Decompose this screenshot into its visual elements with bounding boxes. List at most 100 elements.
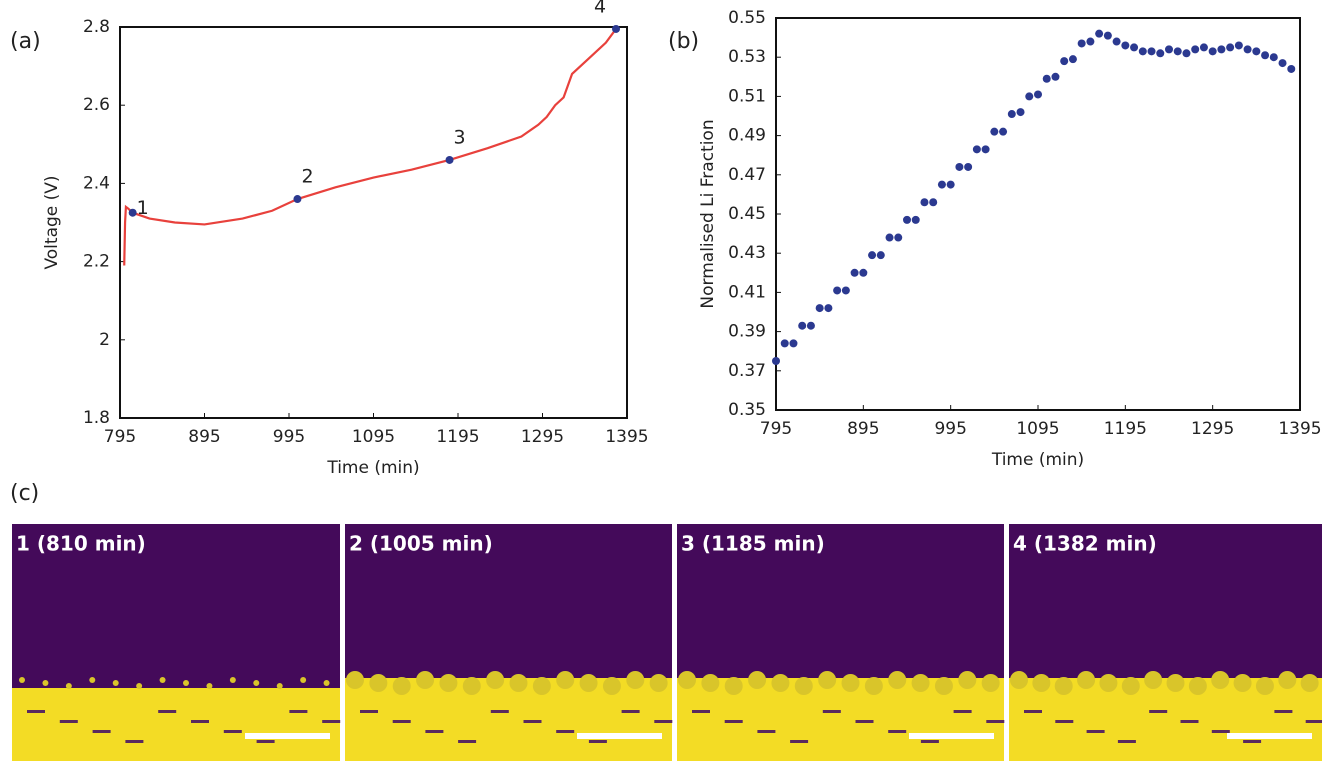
image-texture [626,671,645,689]
scatter-point [841,286,850,295]
scatter-point [1208,47,1217,56]
image-texture [602,677,621,695]
x-tick-label: 1195 [1104,419,1147,439]
image-texture [864,677,883,695]
voltage-line [123,28,617,266]
image-texture [1121,677,1140,695]
image-texture [621,710,640,713]
marked-point [128,208,137,217]
image-texture [19,677,25,683]
image-texture [509,674,528,692]
plot-frame [119,26,628,419]
image-texture [1243,740,1262,743]
image-texture [532,677,551,695]
image-caption: 2 (1005 min) [349,532,493,556]
image-texture [125,740,144,743]
scatter-point [1173,47,1182,56]
image-texture [958,671,977,689]
image-texture [1274,710,1293,713]
image-texture [191,720,209,723]
image-texture [724,720,743,723]
scatter-point [1165,45,1173,54]
y-axis-label: Voltage (V) [42,175,62,269]
image-texture [360,710,378,713]
x-tick-label: 1095 [352,427,395,447]
y-tick-label: 0.53 [728,47,766,67]
image-texture [392,677,411,695]
scatter-point [1042,74,1051,83]
scatter-point [920,198,929,207]
image-texture [490,710,509,713]
image-texture [1211,671,1230,689]
scatter-point [876,251,885,260]
scatter-point [1269,53,1278,62]
scatter-point [1095,29,1104,38]
image-texture [416,671,435,689]
image-texture [701,674,720,692]
image-texture [1024,710,1042,713]
image-texture [1149,710,1168,713]
image-texture [1117,740,1136,743]
image-texture [556,671,575,689]
image-texture [1278,671,1297,689]
scatter-point [981,145,990,154]
image-texture [158,710,177,713]
x-tick-label: 1095 [1016,419,1059,439]
point-label: 3 [454,126,466,148]
scale-bar [1227,733,1312,739]
image-texture [1211,730,1230,733]
image-texture [1032,674,1051,692]
image-texture [1180,720,1199,723]
image-caption: 3 (1185 min) [681,532,825,556]
y-tick-label: 2.4 [83,173,110,193]
panel-label: (a) [10,29,41,54]
image-texture [1233,674,1252,692]
image-texture [579,674,598,692]
scatter-point [850,268,859,277]
image-texture [556,730,575,733]
image-texture [65,683,72,689]
image-texture [136,683,143,689]
scatter-point [798,321,807,330]
scatter-point [1243,45,1252,54]
scatter-point [824,304,833,313]
scatter-point [1199,43,1208,52]
x-tick-label: 895 [847,419,879,439]
image-texture [818,671,837,689]
image-texture [1144,671,1163,689]
scatter-point [1278,59,1287,68]
scatter-point [929,198,938,207]
plot-frame [775,17,1301,411]
scatter-point [1252,47,1261,56]
image-texture [92,730,111,733]
x-tick-label: 1395 [605,427,648,447]
scatter-point [833,286,842,295]
image-texture [289,710,308,713]
image-texture [223,730,242,733]
scatter-point [1147,47,1156,56]
marked-point [445,155,454,164]
image-texture [256,740,275,743]
scatter-point [964,162,973,171]
image-texture [392,720,411,723]
image-texture [369,674,388,692]
scatter-point [1051,72,1060,81]
y-tick-label: 0.43 [728,243,766,263]
image-texture [649,674,668,692]
scatter-point [806,321,815,330]
image-texture [276,683,283,689]
scatter-point [1226,43,1235,52]
y-tick-label: 1.8 [83,408,110,428]
image-caption: 1 (810 min) [16,532,146,556]
scatter-point [1103,31,1112,40]
y-tick-label: 0.47 [728,165,766,185]
image-texture [841,674,860,692]
image-texture [1099,674,1118,692]
image-texture [439,674,458,692]
x-tick-label: 995 [273,427,305,447]
image-texture [229,677,236,683]
image-lithium-layer [12,688,340,765]
scale-bar [909,733,994,739]
image-texture [1054,677,1073,695]
